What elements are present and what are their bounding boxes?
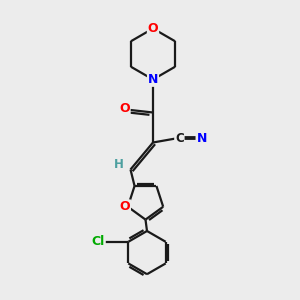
Text: H: H <box>114 158 124 172</box>
Text: O: O <box>119 101 130 115</box>
Text: O: O <box>148 22 158 35</box>
Text: Cl: Cl <box>92 235 105 248</box>
Text: N: N <box>196 131 207 145</box>
Text: N: N <box>148 73 158 86</box>
Text: C: C <box>175 131 184 145</box>
Text: O: O <box>119 200 130 213</box>
